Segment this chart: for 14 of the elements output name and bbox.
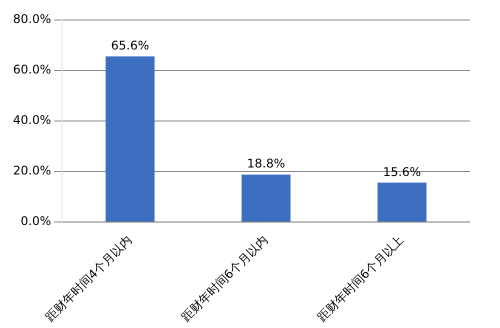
data-label: 18.8% [247,156,286,171]
y-tick-label: 80.0% [12,12,52,26]
x-tick-label: 距财年时间6个月以内 [178,232,270,324]
x-tick-label: 距财年时间6个月以上 [314,232,406,324]
data-label: 65.6% [111,38,150,52]
y-tick-label: 20.0% [12,164,52,178]
bar [242,174,291,222]
x-tick-label: 距财年时间4个月以内 [42,232,134,324]
data-label: 15.6% [382,164,422,179]
y-tick-label: 40.0% [12,113,52,128]
y-tick-label: 60.0% [12,62,52,77]
bar [106,56,155,222]
bar [378,182,426,222]
y-tick-label: 0.0% [20,214,52,228]
